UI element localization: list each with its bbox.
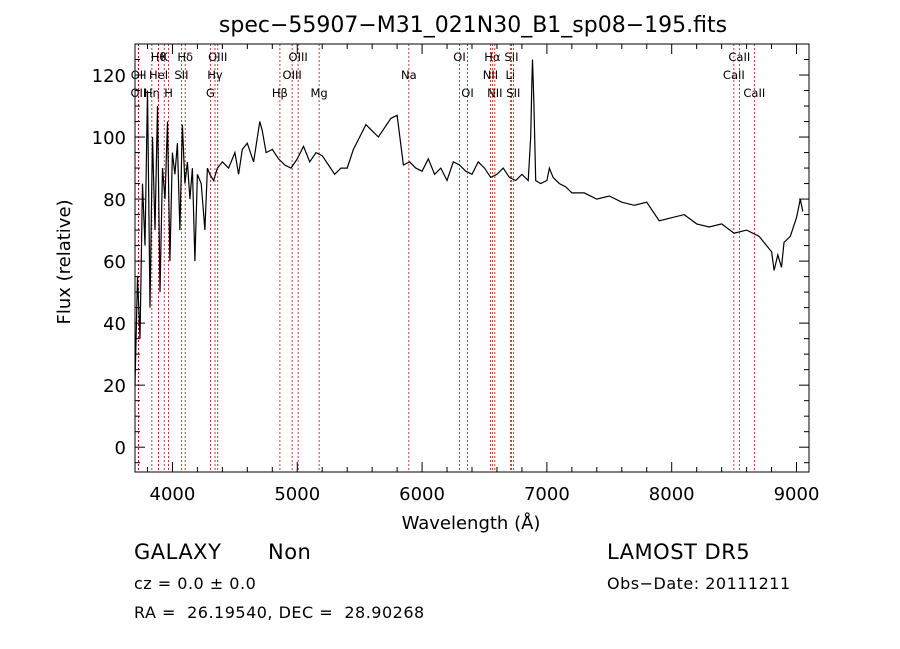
chart-title: spec−55907−M31_021N30_B1_sp08−195.fits xyxy=(219,13,727,38)
line-marker-label: K xyxy=(160,50,168,64)
coordinates-line: RA = 26.19540, DEC = 28.90268 xyxy=(134,603,425,622)
observation-date: Obs−Date: 20111211 xyxy=(607,574,791,593)
line-marker-label: Na xyxy=(401,68,417,82)
x-tick-label: 4000 xyxy=(150,484,196,505)
spectrum-series-line xyxy=(134,59,804,386)
y-tick-label: 100 xyxy=(92,128,126,149)
line-marker-label: OI xyxy=(461,86,473,100)
line-marker-label: HeI xyxy=(149,68,168,82)
line-marker-label: CaII xyxy=(728,50,750,64)
survey-release: LAMOST DR5 xyxy=(607,540,751,564)
line-marker-label: SII xyxy=(504,50,518,64)
line-marker-label: OIII xyxy=(289,50,308,64)
plot-frame xyxy=(134,43,810,473)
line-marker-label: Hη xyxy=(144,86,160,100)
line-marker-label: SII xyxy=(174,68,188,82)
line-marker-label: H xyxy=(164,86,173,100)
y-tick-label: 20 xyxy=(103,376,126,397)
y-tick-label: 120 xyxy=(92,66,126,87)
line-marker-label: CaII xyxy=(723,68,745,82)
line-marker-label: CaII xyxy=(743,86,765,100)
x-tick-label: 5000 xyxy=(274,484,320,505)
x-tick-label: 6000 xyxy=(399,484,445,505)
y-tick-label: 0 xyxy=(115,438,126,459)
redshift-line: cz = 0.0 ± 0.0 xyxy=(134,574,257,593)
line-marker-label: NII xyxy=(487,86,502,100)
line-marker-label: Li xyxy=(506,68,516,82)
line-marker-label: Hα xyxy=(484,50,501,64)
axis-ticks: 4000 5000 6000 7000 8000 9000 0 20 40 60 80 100 120 xyxy=(92,44,820,505)
y-tick-label: 80 xyxy=(103,190,126,211)
line-marker-label: SII xyxy=(506,86,520,100)
line-marker-label: OIII xyxy=(208,50,227,64)
x-tick-label: 9000 xyxy=(774,484,820,505)
x-axis-label: Wavelength (Å) xyxy=(402,512,541,534)
y-axis-label: Flux (relative) xyxy=(54,199,75,324)
line-marker-label: Hδ xyxy=(177,50,193,64)
object-subclass: Non xyxy=(268,540,312,564)
line-marker-label: Hγ xyxy=(207,68,223,82)
x-tick-label: 7000 xyxy=(524,484,570,505)
object-class: GALAXY xyxy=(134,540,222,564)
line-marker-label: Mg xyxy=(310,86,327,100)
line-marker-label: OI xyxy=(453,50,465,64)
y-tick-label: 40 xyxy=(103,314,126,335)
line-marker-label: Hβ xyxy=(272,86,288,100)
y-tick-label: 60 xyxy=(103,252,126,273)
line-marker-label: G xyxy=(206,86,215,100)
line-markers: OIIOIIHηHθHeIKHHδSIIGOIIIHγHβOIIIOIIIMgN… xyxy=(130,44,765,472)
line-marker-label: OIII xyxy=(283,68,302,82)
line-marker-label: NII xyxy=(483,68,498,82)
x-tick-label: 8000 xyxy=(649,484,695,505)
